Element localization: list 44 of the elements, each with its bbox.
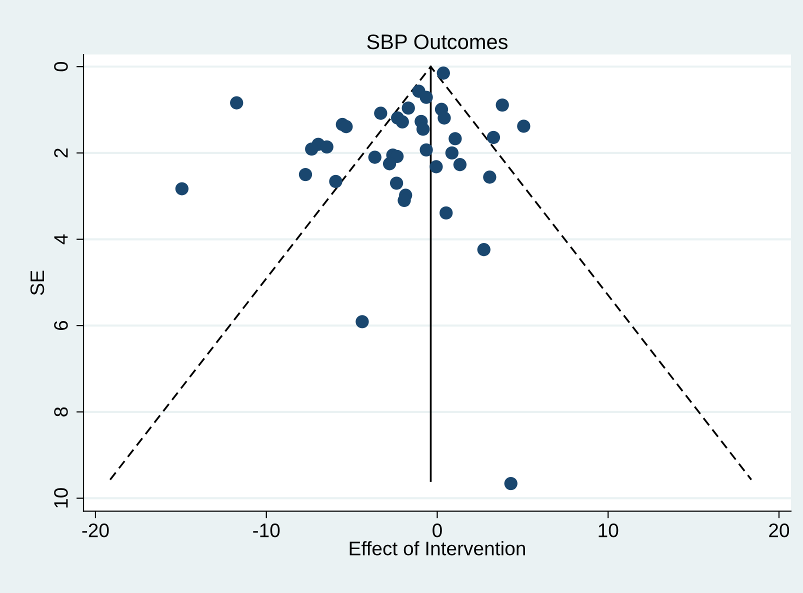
x-tick-label: 0 [432, 523, 442, 538]
point [486, 130, 500, 144]
y-axis-title: SE [30, 270, 44, 295]
point [340, 120, 353, 134]
point [329, 174, 342, 188]
point [320, 140, 334, 154]
point [477, 243, 490, 256]
y-tick-label: 2 [54, 148, 68, 158]
y-tick-label: 8 [54, 407, 68, 416]
y-tick-label: 10 [54, 488, 68, 508]
point [445, 146, 459, 160]
chart-title: SBP Outcomes [367, 34, 508, 50]
point [453, 158, 467, 172]
x-tick-label: -20 [82, 523, 109, 538]
point [382, 157, 396, 170]
point [416, 122, 430, 136]
point [517, 120, 530, 133]
point [402, 101, 415, 115]
point [298, 168, 312, 182]
point [483, 170, 496, 184]
point [438, 111, 451, 125]
point [374, 106, 388, 120]
point [390, 176, 404, 190]
point [368, 150, 382, 164]
point [420, 143, 433, 157]
point [420, 90, 433, 104]
y-tick-label: 6 [54, 321, 68, 330]
point [448, 132, 462, 146]
x-tick-label: 10 [598, 523, 618, 538]
point [356, 315, 369, 328]
point [504, 476, 518, 490]
x-tick-label: -10 [253, 523, 280, 538]
point [230, 96, 244, 110]
point [175, 182, 189, 196]
point [396, 115, 409, 128]
point [496, 98, 509, 112]
x-tick-label: 20 [769, 523, 790, 538]
y-tick-label: 0 [54, 62, 68, 72]
point [440, 206, 453, 220]
point [436, 66, 450, 80]
point [305, 142, 318, 156]
y-tick-label: 4 [54, 234, 68, 244]
x-axis-title: Effect of Intervention [350, 541, 525, 556]
point [430, 160, 443, 174]
